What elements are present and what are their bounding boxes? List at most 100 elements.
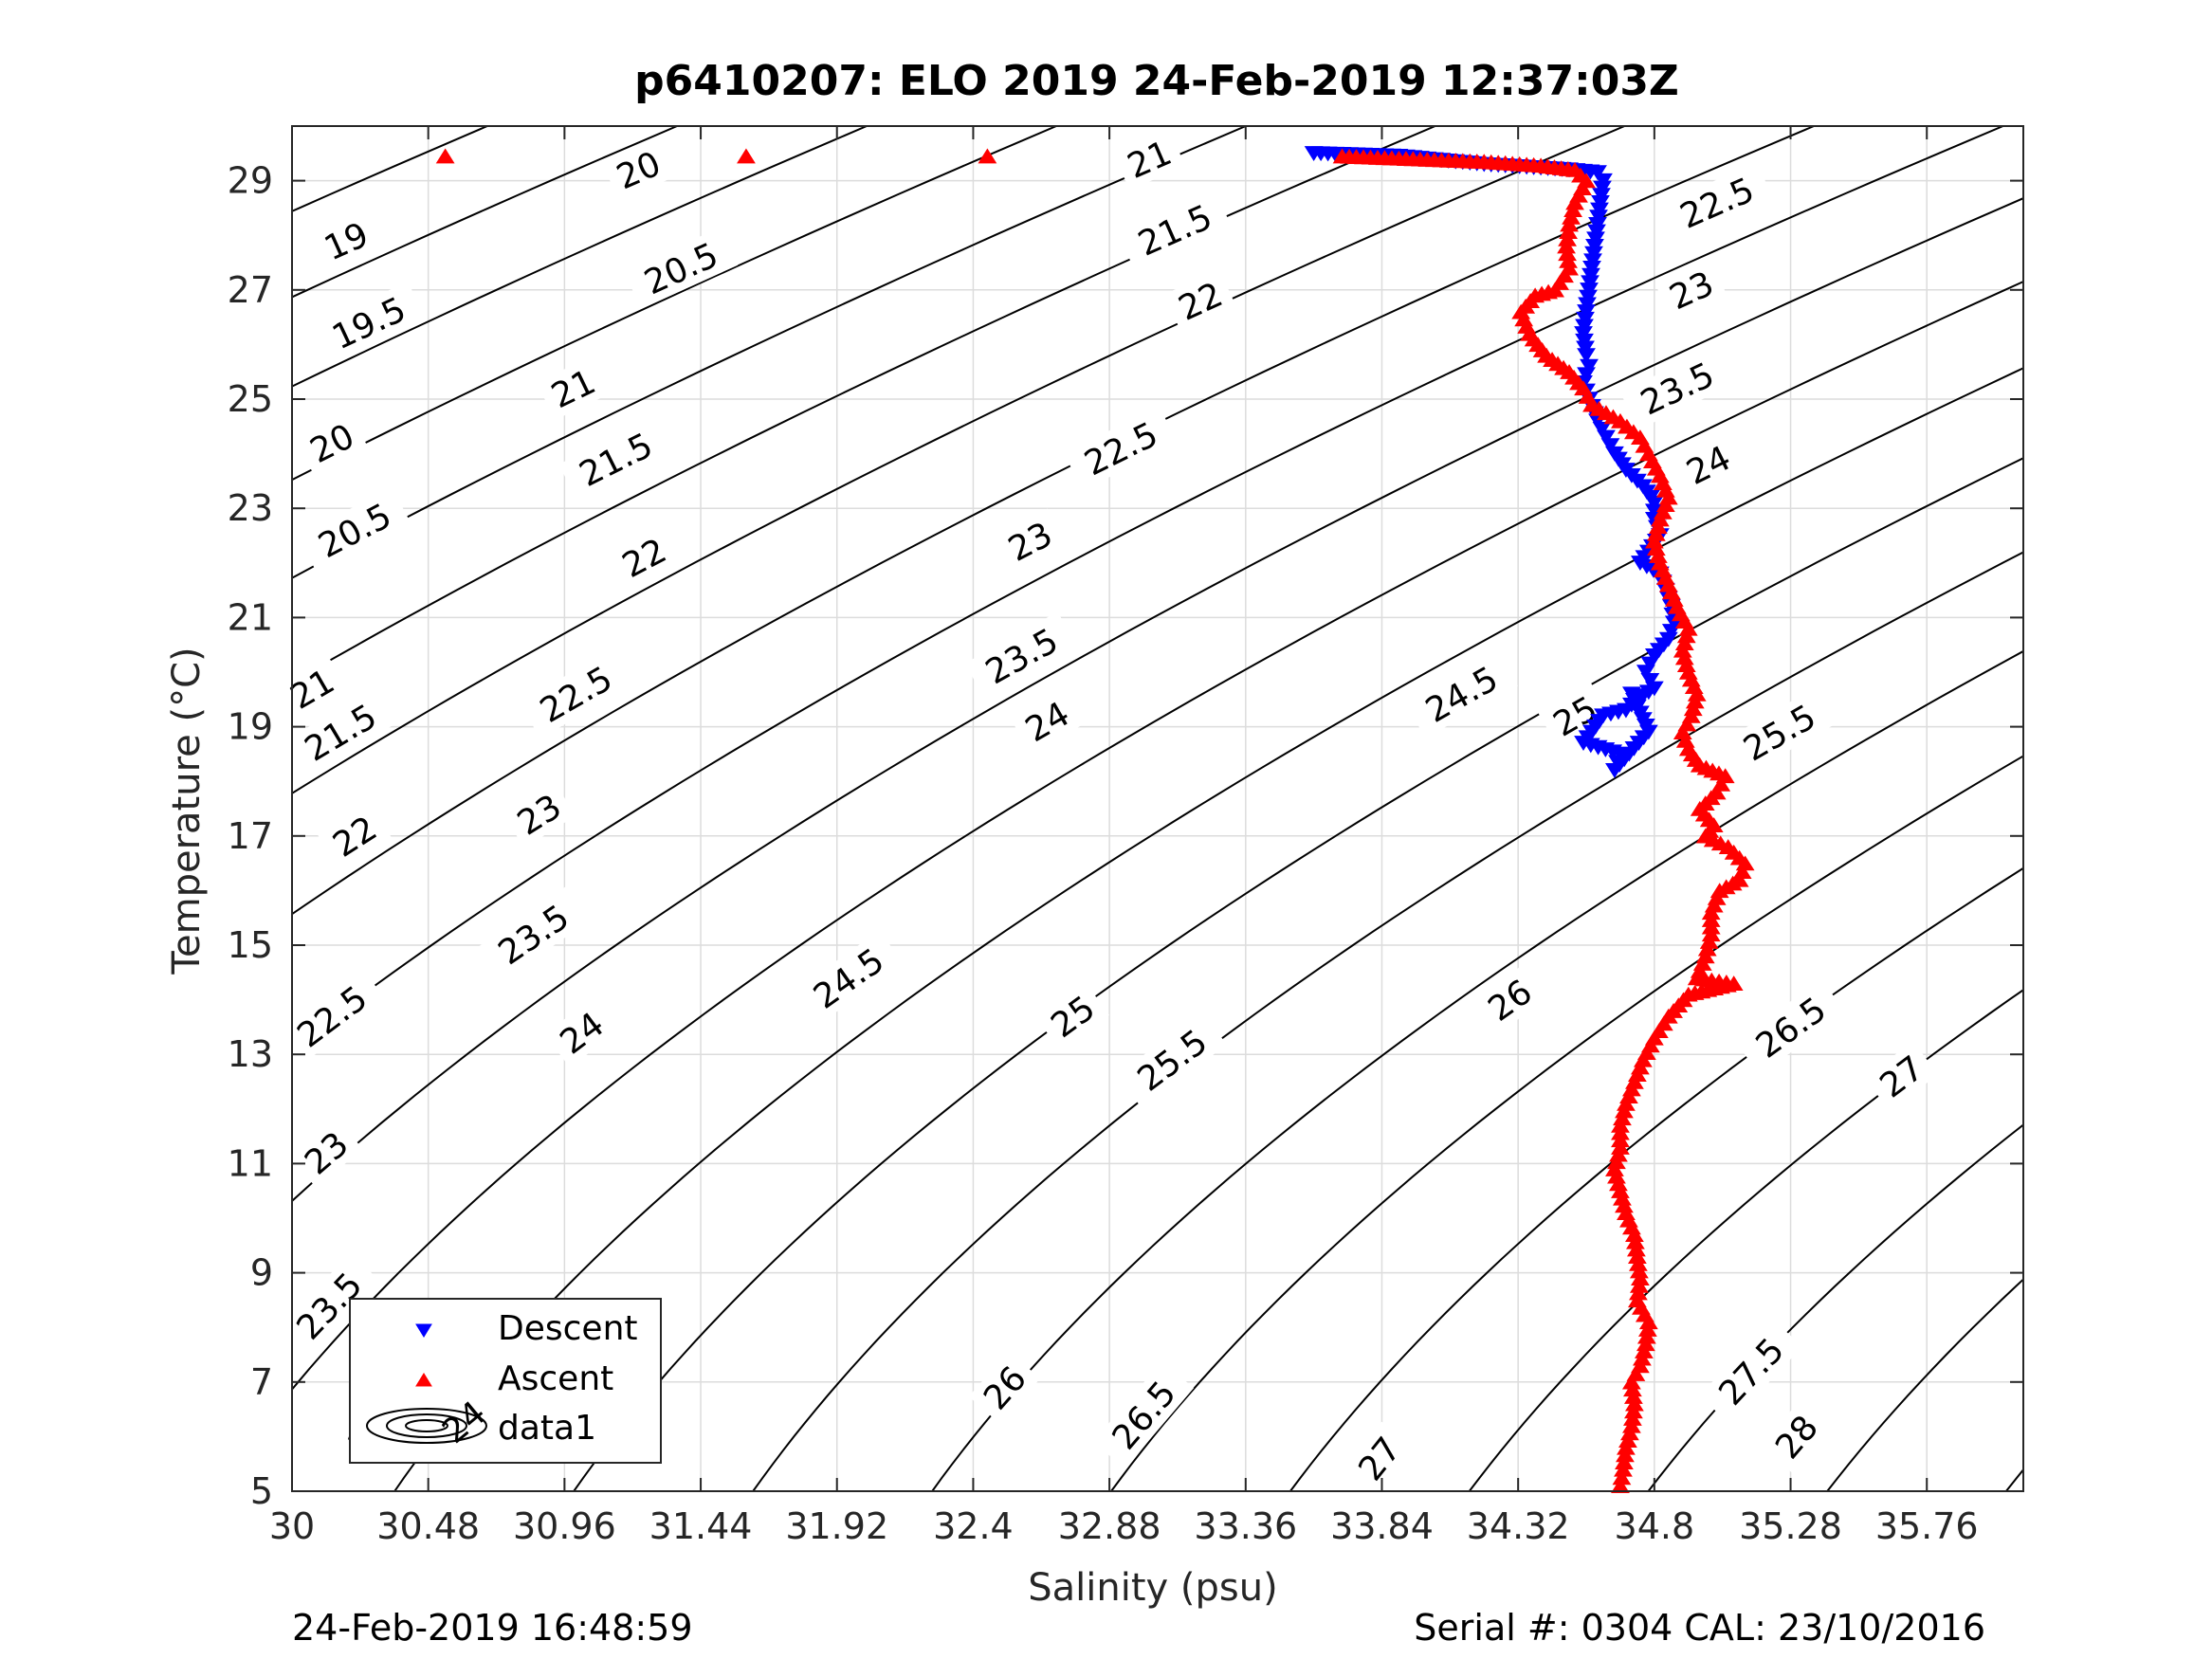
- contour-label-bg: [1117, 1011, 1227, 1109]
- contour-label-bg: [964, 611, 1078, 701]
- contour-label-bg: [289, 1117, 363, 1189]
- y-tick-label: 13: [228, 1033, 273, 1075]
- contour-label: 23: [993, 508, 1067, 574]
- y-tick-label: 11: [228, 1142, 273, 1184]
- y-tick-label: 29: [228, 160, 273, 202]
- contour-label: 28: [1761, 1399, 1832, 1474]
- isopycnal-line: [572, 457, 2023, 1491]
- chart-title: p6410207: ELO 2019 24-Feb-2019 12:37:03Z: [634, 57, 1679, 105]
- contour-label: 23: [289, 1117, 363, 1189]
- contour-label: 24: [1672, 432, 1746, 498]
- contour-label-bg: [1344, 1421, 1415, 1496]
- contour-label: 25.5: [1723, 687, 1837, 777]
- contour-label-bg: [968, 1351, 1041, 1425]
- contour-label-bg: [544, 997, 619, 1067]
- contour-label-bg: [1735, 978, 1846, 1076]
- contour-label: 24: [1010, 687, 1085, 755]
- descent-point-fill: [1640, 656, 1660, 672]
- contour-label: 27: [1344, 1421, 1415, 1496]
- legend-descent-marker: [415, 1323, 432, 1338]
- contour-label: 22: [1163, 268, 1237, 333]
- descent-point: [1577, 348, 1596, 364]
- y-tick-label: 19: [228, 706, 273, 748]
- contour-label: 20.5: [624, 227, 739, 309]
- contour-label-bg: [1864, 1041, 1939, 1112]
- y-axis-label: Temperature (°C): [165, 647, 209, 975]
- x-tick-label: 32.4: [933, 1505, 1014, 1547]
- contour-label-bg: [1404, 649, 1518, 738]
- contour-label: 21: [537, 356, 610, 421]
- descent-point: [1588, 165, 1607, 181]
- x-tick-label: 34.8: [1615, 1505, 1695, 1547]
- contour-label-bg: [1538, 683, 1612, 750]
- contour-label: 21.5: [558, 416, 673, 502]
- descent-point: [1622, 686, 1641, 702]
- y-tick-label: 15: [228, 924, 273, 966]
- x-tick-label: 31.44: [649, 1505, 753, 1547]
- contour-label-bg: [1672, 432, 1746, 498]
- isopycnal-line: [1109, 755, 2023, 1491]
- contour-label-bg: [1699, 1318, 1802, 1425]
- contour-label-bg: [318, 801, 392, 870]
- contour-label: 23.5: [1619, 346, 1734, 430]
- contour-label: 20.5: [298, 486, 411, 574]
- contour-label-bg: [477, 886, 590, 982]
- descent-point-fill: [1577, 367, 1596, 383]
- isopycnal-line: [2004, 1468, 2023, 1491]
- contour-label-bg: [502, 780, 576, 848]
- contour-label: 22.5: [276, 967, 387, 1066]
- contour-label-bg: [1112, 127, 1186, 191]
- descent-point: [1644, 495, 1664, 511]
- isopycnal-line: [1289, 866, 2023, 1491]
- descent-point: [1636, 665, 1655, 681]
- legend-ascent-marker: [415, 1373, 432, 1387]
- contour-label-bg: [1117, 189, 1233, 271]
- contour-label: 23.5: [964, 611, 1078, 701]
- contour-label-bg: [1035, 981, 1110, 1051]
- contour-label-bg: [1659, 162, 1774, 244]
- contour-label-bg: [277, 1252, 381, 1358]
- contour-label-bg: [558, 416, 673, 502]
- descent-point: [1597, 429, 1616, 446]
- isopycnal-line: [292, 126, 1438, 684]
- ascent-point: [435, 148, 455, 164]
- y-tick-label: 25: [228, 378, 273, 420]
- contour-label-bg: [1654, 258, 1728, 322]
- x-axis-label: Salinity (psu): [1028, 1566, 1277, 1610]
- contour-label: 22.5: [519, 649, 632, 738]
- descent-point-fill: [1640, 672, 1660, 688]
- descent-point-fill: [1592, 421, 1612, 437]
- y-tick-label: 5: [250, 1470, 273, 1512]
- contour-label-bg: [283, 686, 397, 777]
- isopycnal-line: [292, 126, 1059, 482]
- contour-label-bg: [1092, 1360, 1195, 1469]
- x-tick-label: 34.32: [1467, 1505, 1570, 1547]
- x-tick-label: 35.28: [1739, 1505, 1842, 1547]
- contour-label: 19: [309, 209, 383, 273]
- contour-label-bg: [1163, 268, 1237, 333]
- plot-frame: [291, 125, 2024, 1492]
- contour-label-bg: [1723, 687, 1837, 777]
- ascent-point: [978, 148, 997, 164]
- x-tick-label: 30.48: [376, 1505, 480, 1547]
- isopycnal-line: [393, 367, 2023, 1491]
- x-tick-label: 35.76: [1875, 1505, 1979, 1547]
- footer-timestamp: 24-Feb-2019 16:48:59: [292, 1607, 693, 1649]
- x-tick-label: 31.92: [785, 1505, 888, 1547]
- y-tick-label: 17: [228, 815, 273, 857]
- contour-label-bg: [295, 410, 369, 476]
- footer-serial-cal: Serial #: 0304 CAL: 23/10/2016: [1414, 1607, 1985, 1649]
- isopycnal-line: [292, 126, 1249, 579]
- descent-point-fill: [1661, 624, 1681, 639]
- contour-label-bg: [537, 356, 610, 421]
- legend-data1-label: data1: [498, 1409, 596, 1448]
- contour-label-bg: [311, 281, 426, 365]
- contour-label-bg: [519, 649, 632, 738]
- contour-label-bg: [793, 930, 905, 1026]
- descent-point: [1580, 358, 1599, 374]
- y-tick-label: 21: [228, 596, 273, 638]
- contour-label-bg: [309, 209, 383, 273]
- legend-ascent-label: Ascent: [498, 1359, 613, 1398]
- contour-label: 22: [318, 801, 392, 870]
